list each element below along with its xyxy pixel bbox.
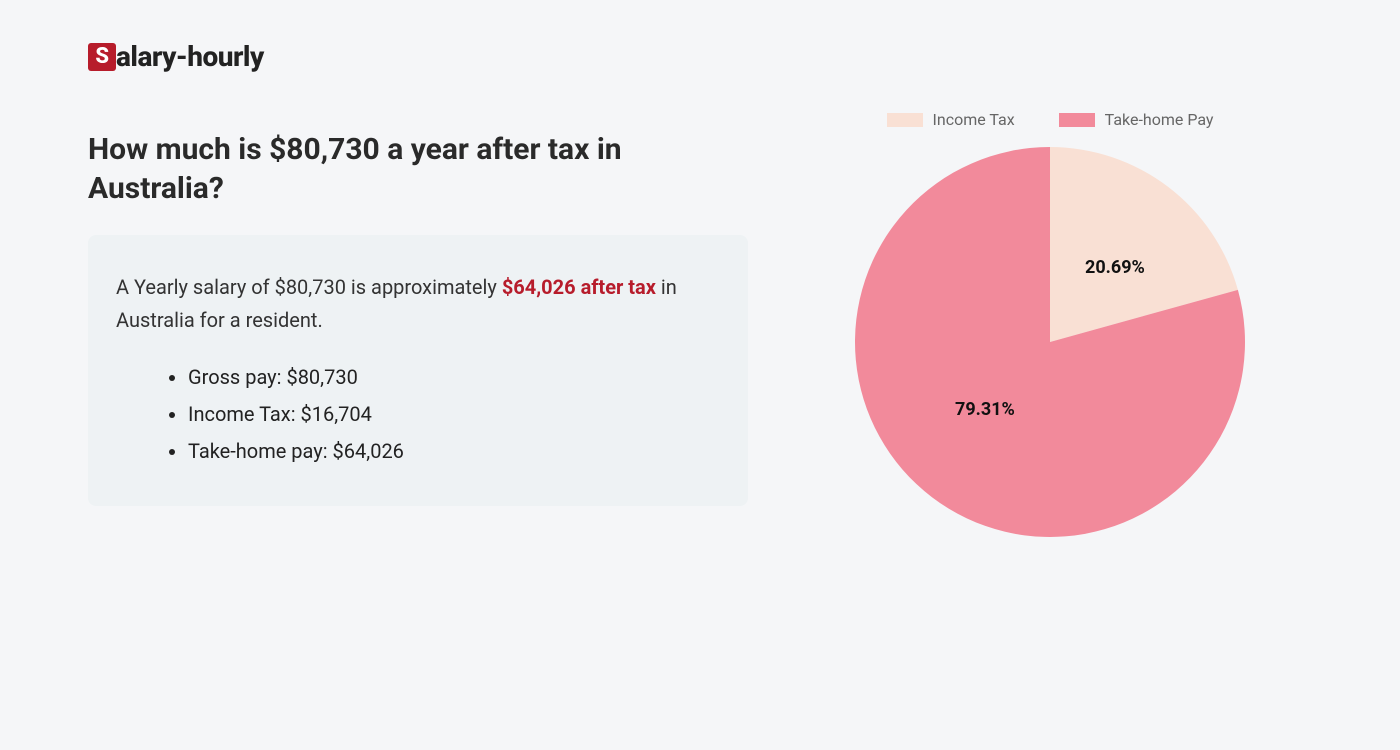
summary-prefix: A Yearly salary of $80,730 is approximat… [116, 275, 502, 299]
site-logo: Salary-hourly [88, 40, 264, 73]
legend-label: Income Tax [933, 110, 1015, 129]
legend-label: Take-home Pay [1105, 110, 1214, 129]
summary-highlight: $64,026 after tax [502, 275, 656, 299]
pie-svg-icon [855, 147, 1245, 537]
summary-list: Gross pay: $80,730 Income Tax: $16,704 T… [116, 359, 720, 470]
legend-swatch-icon [1059, 113, 1095, 127]
summary-box: A Yearly salary of $80,730 is approximat… [88, 235, 748, 506]
legend-item: Income Tax [887, 110, 1015, 129]
legend-item: Take-home Pay [1059, 110, 1214, 129]
page-title: How much is $80,730 a year after tax in … [88, 130, 738, 208]
list-item: Income Tax: $16,704 [188, 396, 720, 433]
summary-sentence: A Yearly salary of $80,730 is approximat… [116, 271, 720, 337]
pie-chart: Income Tax Take-home Pay 20.69% 79.31% [820, 110, 1280, 537]
logo-badge-icon: S [88, 43, 116, 71]
slice-label: 79.31% [955, 399, 1015, 420]
list-item: Gross pay: $80,730 [188, 359, 720, 396]
slice-label: 20.69% [1085, 257, 1145, 278]
pie-wrap: 20.69% 79.31% [855, 147, 1245, 537]
chart-legend: Income Tax Take-home Pay [820, 110, 1280, 129]
logo-text: alary-hourly [116, 40, 264, 73]
list-item: Take-home pay: $64,026 [188, 433, 720, 470]
legend-swatch-icon [887, 113, 923, 127]
